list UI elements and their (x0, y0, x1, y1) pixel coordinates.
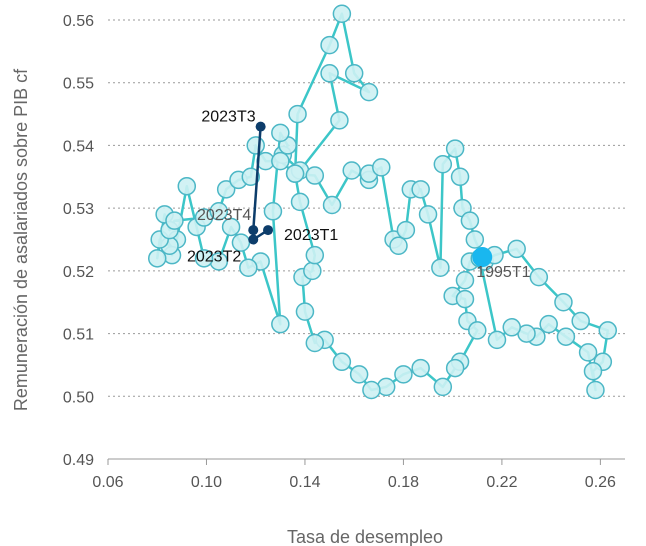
data-point (411, 358, 430, 378)
y-tick-label: 0.53 (63, 201, 94, 218)
data-point (445, 358, 465, 378)
data-point (487, 330, 507, 350)
data-point (433, 377, 453, 397)
data-point (344, 64, 364, 83)
data-point (372, 158, 391, 177)
data-point (285, 164, 305, 183)
data-point (376, 377, 396, 397)
data-point (359, 82, 379, 102)
data-point (305, 166, 325, 185)
data-point (578, 343, 598, 362)
data-point (330, 111, 349, 130)
data-point (165, 211, 184, 230)
data-point (303, 261, 322, 281)
data-point (288, 104, 307, 124)
data-point (450, 167, 470, 187)
recent-point (263, 225, 274, 236)
recent-point (255, 121, 266, 132)
data-point (507, 239, 526, 259)
data-point (502, 318, 522, 337)
x-tick-label: 0.18 (388, 474, 419, 491)
y-tick-label: 0.52 (63, 264, 94, 281)
x-tick-label: 0.22 (486, 474, 517, 491)
data-point (554, 292, 573, 312)
data-point (320, 35, 339, 55)
y-tick-label: 0.55 (63, 76, 94, 93)
annotation-label: 2023T2 (187, 249, 241, 266)
data-point (455, 289, 475, 309)
data-point (556, 327, 576, 346)
data-point (263, 202, 283, 221)
data-point (209, 202, 229, 221)
data-point (216, 180, 236, 199)
data-point (271, 151, 290, 171)
data-point (362, 380, 381, 400)
data-point (529, 267, 549, 287)
marker-layer (147, 4, 618, 400)
data-point (431, 258, 450, 277)
data-point (342, 161, 361, 180)
data-point (177, 176, 197, 196)
data-point (271, 314, 290, 334)
data-point (389, 236, 408, 256)
x-tick-label: 0.10 (191, 474, 222, 491)
data-point (305, 245, 325, 265)
data-point (418, 205, 438, 224)
data-point (586, 380, 605, 400)
data-point (445, 139, 465, 158)
data-point (394, 365, 413, 384)
data-point (305, 333, 325, 353)
data-point (411, 180, 430, 199)
data-point (290, 192, 310, 212)
data-point (598, 321, 618, 340)
x-tick-label: 0.14 (289, 474, 320, 491)
data-point (241, 167, 261, 187)
data-point (455, 271, 475, 290)
data-point (583, 361, 603, 381)
y-tick-label: 0.49 (63, 452, 94, 469)
recent-point (248, 234, 259, 245)
data-point (295, 302, 315, 321)
recent-point (248, 225, 259, 236)
y-tick-label: 0.56 (63, 13, 94, 30)
data-point (320, 64, 339, 83)
data-point (271, 123, 290, 143)
data-point (322, 195, 342, 215)
data-point (539, 314, 558, 334)
x-tick-label: 0.26 (585, 474, 616, 491)
y-tick-label: 0.54 (63, 138, 94, 155)
data-point (396, 220, 416, 240)
annotation-label: 2023T4 (197, 207, 251, 224)
data-point (468, 321, 487, 340)
data-point (147, 249, 167, 268)
data-point (433, 154, 453, 174)
y-tick-label: 0.50 (63, 389, 94, 406)
start-point (472, 247, 493, 268)
data-point (460, 211, 480, 230)
data-point (465, 230, 485, 249)
data-point (239, 258, 258, 277)
highlight-layer (248, 121, 493, 268)
axis-layer: 0.49 0.50 0.51 0.52 0.53 0.54 0.55 0.56 0.06 0.10… (63, 13, 625, 491)
grid-layer (108, 19, 625, 397)
y-tick-label: 0.51 (63, 327, 94, 344)
data-point (194, 249, 214, 268)
data-point (221, 217, 241, 237)
data-point (332, 352, 352, 372)
data-point (571, 311, 590, 331)
x-tick-label: 0.06 (92, 474, 123, 491)
data-point (349, 365, 369, 384)
annotation-label: 2023T1 (284, 227, 338, 244)
data-point (332, 4, 352, 23)
label-layer: 1995T1 2023T1 2023T2 2023T3 2023T4 (187, 109, 531, 281)
y-axis-label: Remuneración de asalariados sobre PIB cf (11, 68, 31, 411)
x-axis-label: Tasa de desempleo (287, 527, 443, 546)
annotation-label: 1995T1 (476, 264, 530, 281)
annotation-label: 2023T3 (201, 109, 255, 126)
data-point (246, 136, 265, 155)
